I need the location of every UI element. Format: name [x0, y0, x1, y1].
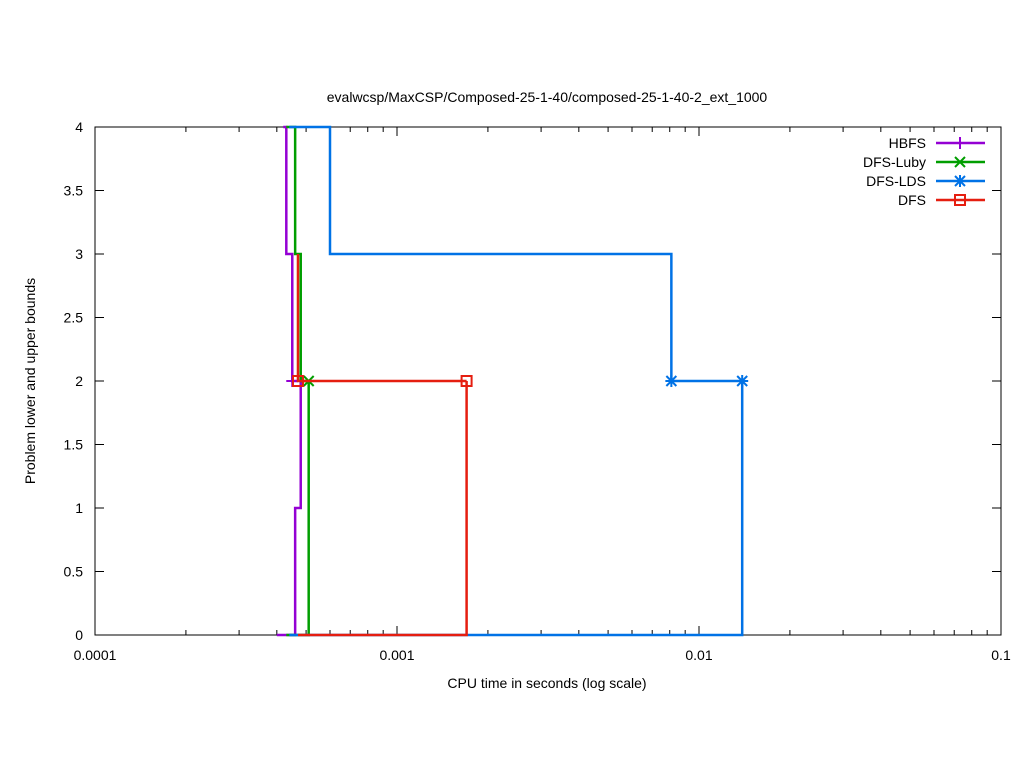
- series-hbfs-lower-line: [276, 381, 302, 637]
- y-tick-label: 0: [75, 627, 83, 643]
- y-tick-label: 1: [75, 500, 83, 516]
- y-tick-label: 0.5: [64, 564, 84, 580]
- series-dfs-lds-marker: [665, 375, 678, 387]
- legend-swatch-marker: [954, 137, 966, 149]
- chart-title: evalwcsp/MaxCSP/Composed-25-1-40/compose…: [327, 89, 768, 105]
- legend-label: DFS-LDS: [866, 173, 926, 189]
- y-tick-label: 2: [75, 373, 83, 389]
- legend-label: DFS: [898, 192, 926, 208]
- series-dfs: [291, 254, 473, 637]
- y-tick-label: 1.5: [64, 437, 84, 453]
- x-axis-title: CPU time in seconds (log scale): [447, 675, 646, 691]
- series-dfs-lds-upper-line: [289, 125, 743, 383]
- legend-item-hbfs: HBFS: [889, 135, 985, 151]
- x-tick-label: 0.01: [685, 647, 712, 663]
- legend: HBFS DFS-Luby DFS-LDS DFS: [863, 135, 985, 208]
- legend-label: DFS-Luby: [863, 154, 926, 170]
- series-dfs-lds-marker: [736, 375, 749, 387]
- plot-frame: [94, 126, 1002, 636]
- legend-item-dfs: DFS: [898, 192, 985, 208]
- series-dfs-marker: [460, 375, 473, 387]
- legend-item-dfs-lds: DFS-LDS: [866, 173, 985, 189]
- legend-swatch-marker: [954, 156, 966, 168]
- series-dfs-lower-line: [297, 381, 468, 637]
- y-tick-label: 4: [75, 119, 83, 135]
- y-tick-label: 3: [75, 246, 83, 262]
- y-tick-label: 3.5: [64, 183, 84, 199]
- series-layer: [276, 125, 749, 637]
- x-tick-label: 0.1: [991, 647, 1011, 663]
- y-tick-label: 2.5: [64, 310, 84, 326]
- y-axis-title: Problem lower and upper bounds: [22, 278, 38, 484]
- legend-label: HBFS: [889, 135, 926, 151]
- x-tick-label: 0.001: [379, 647, 414, 663]
- legend-swatch-marker: [954, 194, 966, 206]
- x-tick-label: 0.0001: [74, 647, 117, 663]
- axes-layer: 0 0.5 1 1.5 2 2.5 3 3.5 4 0.0001 0.001 0.01 0.1: [64, 119, 1011, 663]
- series-dfs-lds-lower-line: [289, 381, 744, 637]
- series-dfs-marker: [291, 375, 304, 387]
- legend-swatch-marker: [954, 175, 966, 187]
- series-dfs-upper-line: [296, 254, 467, 383]
- legend-item-dfs-luby: DFS-Luby: [863, 154, 985, 170]
